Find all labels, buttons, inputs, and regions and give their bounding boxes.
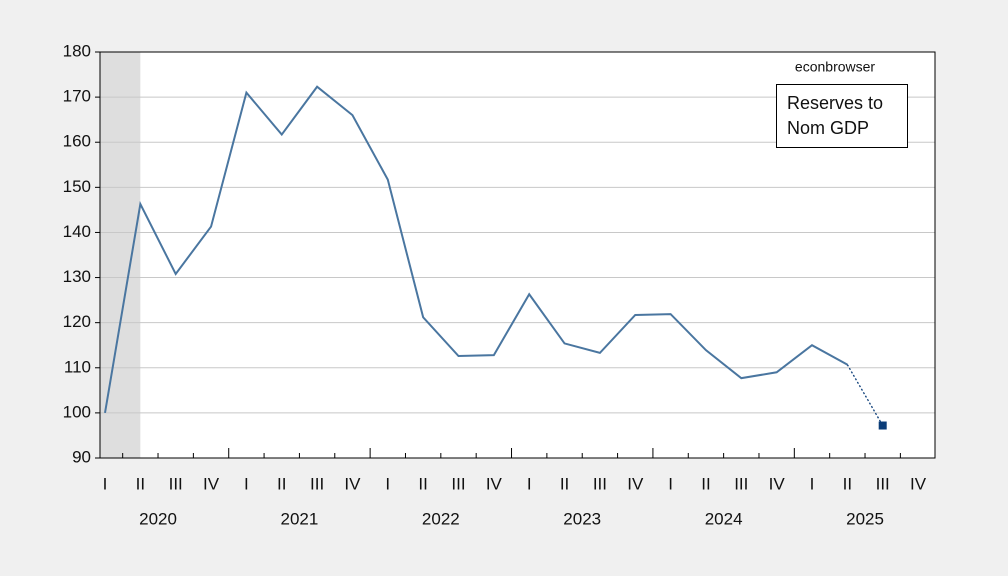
y-tick-label: 150: [63, 177, 91, 196]
x-tick-label: I: [385, 474, 390, 493]
x-tick-label: II: [560, 474, 569, 493]
x-tick-label: I: [244, 474, 249, 493]
year-label: 2021: [281, 509, 319, 528]
x-tick-label: IV: [769, 474, 786, 493]
x-tick-label: III: [876, 474, 890, 493]
y-tick-label: 90: [72, 447, 91, 466]
year-label: 2020: [139, 509, 177, 528]
x-tick-label: III: [169, 474, 183, 493]
x-tick-label: II: [418, 474, 427, 493]
annotation: econbrowser: [795, 59, 875, 75]
plot-border: [99, 51, 936, 459]
x-tick-label: III: [593, 474, 607, 493]
year-label: 2022: [422, 509, 460, 528]
year-label: 2025: [846, 509, 884, 528]
x-tick-label: II: [701, 474, 710, 493]
x-tick-label: IV: [203, 474, 220, 493]
x-tick-label: I: [527, 474, 532, 493]
year-label: 2023: [563, 509, 601, 528]
shaded-period: [100, 52, 141, 458]
x-tick-label: IV: [486, 474, 503, 493]
x-tick-label: IV: [910, 474, 927, 493]
x-tick-label: II: [277, 474, 286, 493]
x-tick-label: IV: [344, 474, 361, 493]
x-tick-label: II: [843, 474, 852, 493]
y-tick-label: 110: [64, 357, 91, 376]
x-tick-label: III: [451, 474, 465, 493]
x-tick-label: I: [810, 474, 815, 493]
y-tick-label: 160: [63, 132, 91, 151]
x-tick-label: II: [136, 474, 145, 493]
x-tick-label: I: [668, 474, 673, 493]
series-line: [104, 85, 848, 414]
y-tick-label: 130: [63, 267, 91, 286]
x-tick-label: I: [103, 474, 108, 493]
year-label: 2024: [705, 509, 743, 528]
projection-marker: [878, 421, 887, 430]
y-tick-label: 180: [63, 41, 91, 60]
x-tick-label: III: [310, 474, 324, 493]
legend: Reserves to Nom GDP: [776, 84, 908, 148]
y-tick-label: 120: [63, 312, 91, 331]
y-tick-label: 170: [63, 87, 91, 106]
x-tick-label: IV: [627, 474, 644, 493]
y-tick-label: 140: [63, 222, 91, 241]
x-tick-label: III: [734, 474, 748, 493]
y-tick-label: 100: [63, 402, 91, 421]
